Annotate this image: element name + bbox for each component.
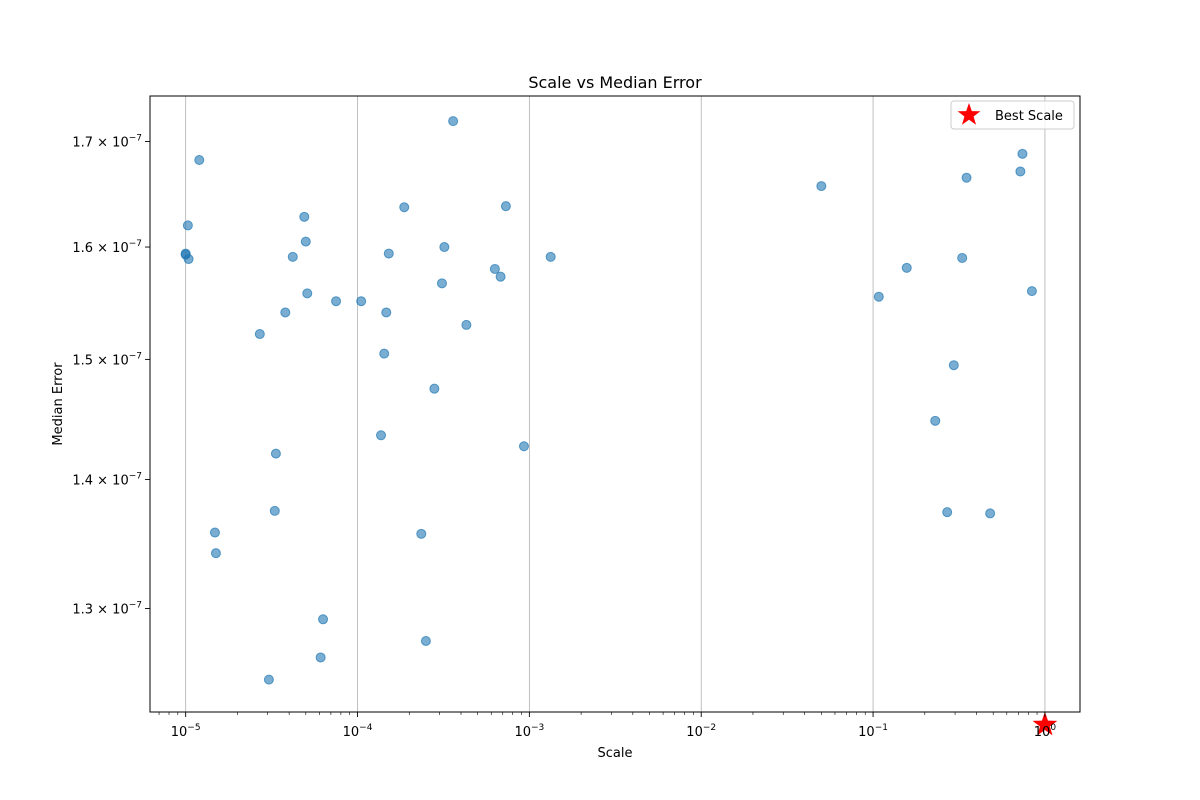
grid-lines <box>185 96 1046 712</box>
scatter-point <box>942 507 953 518</box>
scatter-point <box>209 527 220 538</box>
best-scale-marker-group <box>1032 711 1058 736</box>
y-tick-label: 1.7 × 10−7 <box>72 133 142 150</box>
scatter-point <box>270 448 281 459</box>
x-axis-ticks: 10−5 10−4 10−3 10−2 10−1 100 <box>158 712 1057 740</box>
scatter-point <box>331 296 342 307</box>
legend-star-icon <box>957 103 981 125</box>
scatter-point <box>961 172 972 183</box>
scatter-point <box>280 307 291 318</box>
y-axis-ticks: 1.3 × 10−7 1.4 × 10−7 1.5 × 10−7 1.6 × 10−7… <box>72 133 150 618</box>
scatter-point <box>182 220 193 231</box>
scatter-points <box>180 116 1037 685</box>
scatter-point <box>302 288 313 299</box>
scatter-point <box>416 528 427 539</box>
scatter-point <box>315 652 326 663</box>
legend-label-best-scale: Best Scale <box>995 109 1063 124</box>
scatter-point <box>318 614 329 625</box>
scatter-point <box>439 242 450 253</box>
scatter-point <box>500 201 511 212</box>
x-axis-label: Scale <box>598 746 633 761</box>
scatter-point <box>1017 148 1028 159</box>
scatter-point <box>399 202 410 213</box>
x-tick-label: 10−2 <box>686 723 716 740</box>
scatter-point <box>1026 286 1037 297</box>
scatter-point <box>254 329 265 340</box>
y-axis-label: Median Error <box>51 362 66 446</box>
scatter-point <box>194 155 205 166</box>
scatter-point <box>420 635 431 646</box>
scatter-point <box>376 430 387 441</box>
scatter-point <box>448 116 459 127</box>
scatter-point <box>287 251 298 262</box>
scatter-point <box>429 383 440 394</box>
scatter-point <box>930 415 941 426</box>
scatter-point <box>383 248 394 259</box>
scatter-point <box>489 263 500 274</box>
scatter-point <box>269 505 280 516</box>
scatter-point <box>518 441 529 452</box>
plot-area <box>149 95 1081 713</box>
x-tick-label: 10−3 <box>514 723 544 740</box>
scatter-point <box>545 251 556 262</box>
x-tick-label: 10−1 <box>858 723 888 740</box>
chart-title: Scale vs Median Error <box>528 73 702 92</box>
x-tick-label: 10−4 <box>343 723 373 740</box>
scatter-point <box>300 236 311 247</box>
scatter-point <box>356 296 367 307</box>
scatter-point <box>461 319 472 330</box>
plot-frame <box>149 95 1081 713</box>
scatter-point <box>263 674 274 685</box>
scatter-point <box>299 211 310 222</box>
x-tick-label: 10−5 <box>171 723 201 740</box>
scatter-point <box>901 262 912 273</box>
y-tick-label: 1.3 × 10−7 <box>72 601 142 618</box>
scatter-point <box>495 271 506 282</box>
scatter-point <box>379 348 390 359</box>
y-tick-label: 1.6 × 10−7 <box>72 239 142 256</box>
best-scale-marker <box>1032 711 1058 736</box>
scatter-point <box>957 252 968 263</box>
scatter-point <box>210 548 221 559</box>
scatter-point <box>873 291 884 302</box>
scatter-point <box>1015 166 1026 177</box>
scatter-point <box>183 254 194 265</box>
scatter-point <box>436 278 447 289</box>
x-tick-label: 100 <box>1034 723 1057 740</box>
y-tick-label: 1.4 × 10−7 <box>72 472 142 489</box>
scatter-point <box>948 360 959 371</box>
scatter-point <box>381 307 392 318</box>
scatter-point <box>985 508 996 519</box>
scatter-point <box>816 181 827 192</box>
y-tick-label: 1.5 × 10−7 <box>72 351 142 368</box>
legend-box <box>950 100 1075 130</box>
legend: Best Scale <box>950 100 1075 130</box>
